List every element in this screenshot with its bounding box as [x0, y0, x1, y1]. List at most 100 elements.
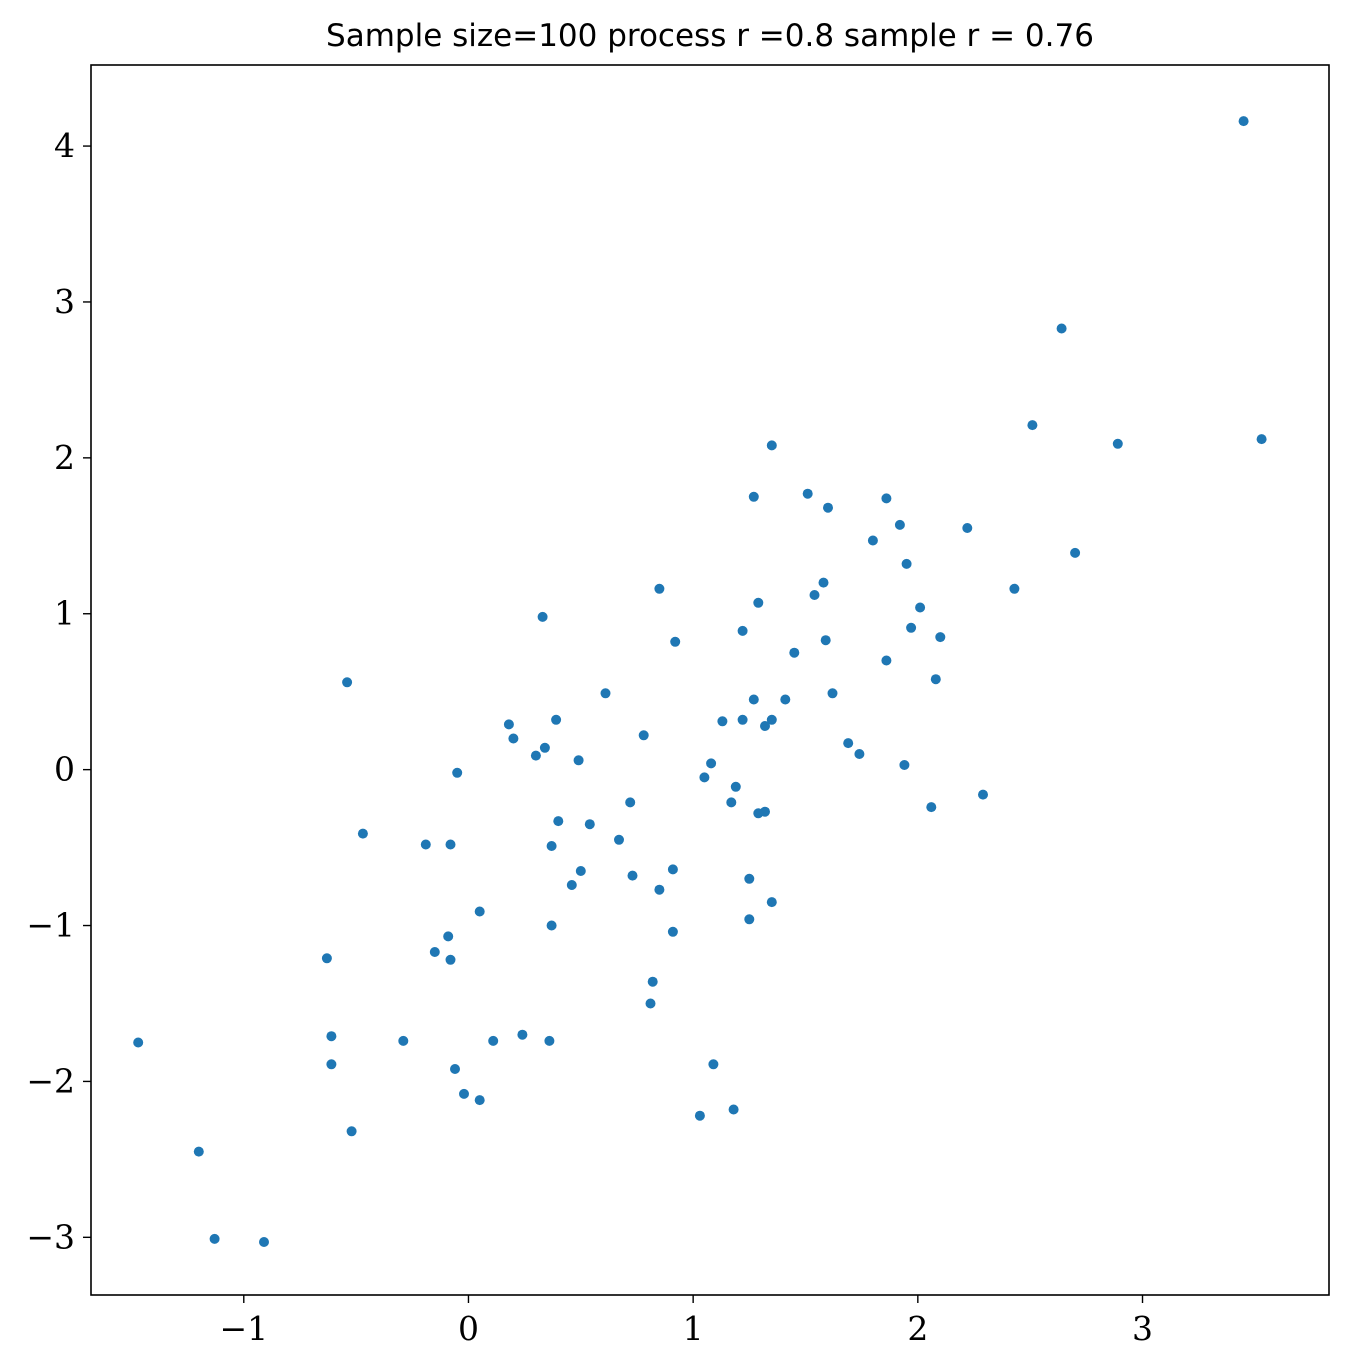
- data-point: [962, 523, 973, 533]
- data-point: [647, 976, 658, 987]
- data-point: [450, 1064, 460, 1074]
- data-point: [753, 597, 764, 608]
- data-point: [645, 998, 656, 1009]
- data-point: [627, 870, 638, 881]
- data-point: [517, 1029, 528, 1040]
- data-point: [744, 873, 755, 884]
- data-point: [926, 802, 937, 813]
- x-tick-label: 1: [683, 1309, 704, 1348]
- data-point: [930, 674, 941, 685]
- data-point: [894, 519, 905, 530]
- data-point: [445, 839, 456, 850]
- data-point: [488, 1035, 499, 1046]
- data-point: [730, 781, 741, 792]
- data-point: [503, 719, 514, 730]
- data-point: [346, 1126, 357, 1137]
- data-point: [537, 611, 548, 622]
- y-tick-label: 3: [54, 282, 75, 321]
- data-point: [843, 738, 854, 749]
- data-point: [584, 819, 595, 830]
- data-point: [1056, 323, 1067, 334]
- data-point: [726, 797, 737, 808]
- y-tick-label: 0: [54, 750, 75, 789]
- data-point: [551, 714, 562, 725]
- data-point: [398, 1035, 409, 1046]
- data-point: [1009, 583, 1020, 594]
- data-point: [760, 721, 770, 731]
- y-tick-label: 2: [54, 438, 75, 477]
- data-point: [614, 834, 624, 845]
- y-axis: −3 −2 −1 0 1 2 3 4: [26, 126, 91, 1256]
- data-point: [654, 884, 665, 895]
- data-point: [459, 1088, 469, 1099]
- data-point: [694, 1110, 705, 1121]
- data-point: [766, 714, 777, 725]
- data-point: [546, 920, 557, 931]
- data-point: [820, 635, 831, 646]
- data-point: [321, 953, 332, 964]
- data-point: [915, 602, 926, 613]
- data-point: [452, 767, 463, 778]
- data-point: [539, 742, 550, 753]
- data-point: [1070, 547, 1081, 558]
- y-tick-label: 1: [54, 594, 75, 633]
- x-tick-label: 2: [907, 1309, 928, 1348]
- data-point: [881, 493, 892, 504]
- data-point: [818, 577, 829, 588]
- data-point: [766, 897, 777, 908]
- data-point: [654, 583, 665, 594]
- data-point: [854, 749, 865, 759]
- data-point: [901, 558, 912, 569]
- x-axis: −1 0 1 2 3: [219, 1295, 1153, 1348]
- chart-title: Sample size=100 process r =0.8 sample r …: [326, 18, 1094, 54]
- data-point: [899, 760, 910, 770]
- x-tick-label: 0: [458, 1309, 479, 1348]
- data-point: [802, 488, 813, 499]
- data-point: [625, 797, 636, 808]
- data-point: [357, 828, 368, 839]
- data-point: [445, 954, 456, 965]
- y-tick-label: −2: [26, 1061, 75, 1100]
- data-point: [508, 733, 519, 744]
- y-tick-label: 4: [54, 126, 75, 165]
- data-point: [326, 1031, 337, 1042]
- data-point: [1256, 434, 1267, 445]
- data-point: [600, 688, 611, 699]
- data-point: [766, 440, 777, 451]
- data-point: [737, 714, 748, 725]
- data-point: [530, 750, 541, 761]
- data-point: [342, 677, 353, 688]
- data-point: [133, 1037, 144, 1048]
- data-point: [546, 841, 557, 851]
- data-point: [881, 655, 892, 666]
- x-tick-label: 3: [1132, 1309, 1153, 1348]
- data-point: [906, 622, 917, 633]
- data-point: [706, 758, 717, 769]
- data-point: [867, 535, 878, 546]
- y-tick-label: −1: [26, 906, 75, 945]
- data-point: [935, 632, 946, 643]
- data-point: [737, 625, 748, 636]
- data-point: [670, 636, 681, 647]
- data-point: [728, 1104, 739, 1115]
- data-point: [667, 926, 678, 937]
- data-point: [744, 914, 755, 925]
- data-point: [474, 906, 485, 917]
- data-point: [209, 1233, 220, 1244]
- data-points: [133, 116, 1267, 1247]
- data-point: [789, 647, 800, 658]
- data-point: [1112, 438, 1123, 449]
- data-point: [575, 866, 586, 876]
- data-point: [420, 839, 431, 850]
- data-point: [566, 880, 577, 890]
- plot-area-frame: [90, 64, 1330, 1296]
- data-point: [699, 772, 710, 783]
- data-point: [748, 491, 759, 502]
- data-point: [809, 590, 820, 600]
- data-point: [259, 1237, 269, 1247]
- data-point: [780, 694, 791, 705]
- data-point: [544, 1035, 555, 1046]
- data-point: [823, 502, 833, 513]
- data-point: [753, 808, 764, 819]
